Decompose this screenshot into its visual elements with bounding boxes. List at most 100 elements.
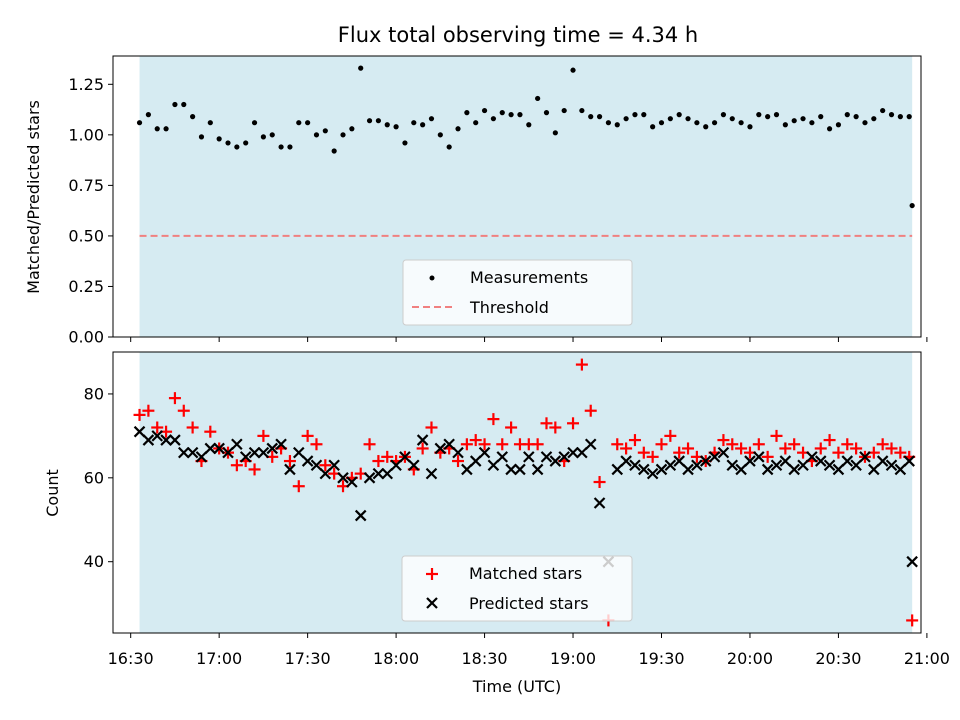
top-x-ticks bbox=[130, 337, 928, 342]
x-tick-label: 16:30 bbox=[108, 649, 154, 668]
measurement-point bbox=[543, 110, 550, 116]
predicted-star-point bbox=[443, 438, 455, 451]
predicted-star-point bbox=[310, 459, 323, 472]
measurement-point bbox=[508, 112, 514, 118]
measurement-point bbox=[703, 124, 709, 130]
measurement-point bbox=[464, 110, 470, 116]
predicted-star-point bbox=[186, 446, 199, 459]
predicted-star-marker-b bbox=[646, 467, 659, 480]
bottom-legend-box bbox=[401, 555, 633, 622]
predicted-star-marker-b bbox=[239, 451, 252, 463]
x-tick-label: 21:00 bbox=[904, 649, 950, 668]
matched-star-point bbox=[133, 408, 146, 421]
predicted-star-marker-b bbox=[390, 459, 402, 472]
measurement-point bbox=[136, 120, 143, 126]
predicted-star-marker-b bbox=[841, 455, 854, 467]
measurement-point bbox=[818, 114, 824, 120]
matched-star-point bbox=[292, 480, 305, 493]
predicted-star-marker-b bbox=[779, 455, 792, 467]
predicted-star-point bbox=[416, 434, 429, 446]
predicted-star-marker-b bbox=[275, 438, 287, 451]
measurement-point bbox=[632, 112, 638, 118]
predicted-star-marker-b bbox=[443, 438, 455, 451]
predicted-star-marker-b bbox=[195, 451, 208, 463]
predicted-star-marker-b bbox=[655, 463, 668, 476]
predicted-star-point bbox=[319, 467, 332, 480]
predicted-star-marker-b bbox=[142, 434, 155, 446]
matched-star-point bbox=[575, 358, 588, 371]
measurement-point bbox=[605, 120, 612, 126]
matched-star-point bbox=[487, 413, 500, 426]
predicted-star-point bbox=[708, 451, 721, 463]
measurement-point bbox=[278, 144, 284, 150]
predicted-star-marker-b bbox=[699, 455, 712, 467]
predicted-star-marker-b bbox=[266, 442, 279, 455]
matched-star-point bbox=[363, 438, 376, 451]
predicted-star-marker-b bbox=[523, 451, 535, 463]
predicted-star-point bbox=[390, 459, 402, 472]
matched-star-point bbox=[230, 459, 243, 472]
predicted-star-marker-b bbox=[885, 459, 898, 472]
measurement-point bbox=[853, 114, 859, 120]
predicted-star-marker-b bbox=[859, 451, 871, 463]
predicted-star-marker-b bbox=[850, 459, 862, 472]
predicted-stars-legend-marker bbox=[426, 597, 438, 609]
matched-star-point bbox=[876, 438, 889, 451]
predicted-star-point bbox=[195, 451, 208, 463]
bottom-y-tick-label: 60 bbox=[84, 468, 104, 487]
predicted-star-point bbox=[576, 446, 588, 459]
predicted-star-point bbox=[903, 455, 915, 467]
predicted-star-point bbox=[496, 451, 509, 463]
measurements-series bbox=[136, 65, 915, 209]
predicted-stars-series bbox=[133, 425, 918, 568]
predicted-star-point bbox=[363, 472, 376, 484]
predicted-star-marker-b bbox=[788, 463, 800, 476]
measurement-point bbox=[862, 120, 868, 126]
matched-star-point bbox=[319, 459, 332, 472]
predicted-star-marker-b bbox=[761, 463, 774, 476]
predicted-star-point bbox=[531, 463, 544, 476]
matched-star-point bbox=[620, 442, 633, 455]
measurement-point bbox=[791, 118, 797, 124]
predicted-star-point bbox=[699, 455, 712, 467]
predicted-star-point bbox=[372, 467, 385, 480]
measurement-point bbox=[897, 114, 903, 120]
measurement-point bbox=[340, 132, 346, 138]
x-axis-label: Time (UTC) bbox=[472, 677, 561, 696]
measurement-point bbox=[243, 140, 249, 146]
measurement-point bbox=[570, 67, 576, 73]
measurement-point bbox=[384, 122, 390, 128]
measurement-point bbox=[650, 124, 656, 130]
x-tick-label: 19:30 bbox=[638, 649, 684, 668]
predicted-star-point bbox=[151, 430, 164, 442]
matched-star-point bbox=[894, 446, 907, 459]
predicted-star-marker-b bbox=[717, 446, 730, 459]
predicted-star-marker-b bbox=[257, 446, 270, 459]
measurement-point bbox=[411, 120, 417, 126]
measurement-point bbox=[641, 112, 647, 118]
predicted-star-marker-b bbox=[213, 442, 225, 455]
measurement-point bbox=[181, 101, 187, 108]
predicted-star-point bbox=[876, 455, 889, 467]
predicted-star-marker-b bbox=[584, 438, 597, 451]
predicted-star-marker-b bbox=[248, 446, 261, 459]
measurement-point bbox=[313, 132, 320, 138]
top-y-tick-label: 1.25 bbox=[68, 75, 104, 94]
measurement-point bbox=[711, 120, 718, 126]
measurement-point bbox=[296, 120, 302, 126]
predicted-star-marker-b bbox=[372, 467, 385, 480]
measurement-point bbox=[729, 116, 735, 122]
measurement-point bbox=[765, 114, 771, 120]
measurement-point bbox=[579, 107, 585, 114]
predicted-star-marker-b bbox=[231, 438, 243, 451]
predicted-star-marker-b bbox=[284, 463, 296, 476]
matched-star-point bbox=[682, 442, 695, 455]
measurement-point bbox=[588, 114, 594, 120]
measurement-point bbox=[552, 130, 558, 136]
predicted-star-marker-b bbox=[133, 425, 146, 438]
predicted-star-marker-b bbox=[222, 446, 234, 459]
predicted-star-marker-b bbox=[310, 459, 323, 472]
matched-star-point bbox=[257, 429, 270, 442]
x-tick-label: 17:00 bbox=[196, 649, 242, 668]
matched-star-point bbox=[735, 442, 748, 455]
